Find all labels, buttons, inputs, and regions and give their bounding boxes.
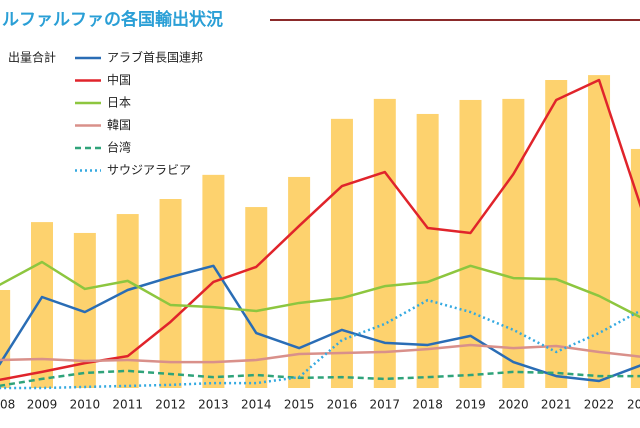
x-tick-label: 2014	[241, 398, 272, 412]
x-tick-label: 2012	[155, 398, 186, 412]
x-tick-label: 2020	[498, 398, 529, 412]
bar	[459, 99, 482, 388]
legend-label: 韓国	[107, 118, 131, 132]
bar	[245, 207, 268, 388]
x-tick-label: 2010	[70, 398, 101, 412]
bar	[630, 148, 640, 388]
bar	[116, 214, 139, 388]
x-tick-label: 2021	[541, 398, 572, 412]
bar	[73, 232, 96, 388]
x-tick-label: 2022	[584, 398, 615, 412]
legend-label: 中国	[107, 72, 131, 87]
line-series	[0, 298, 640, 390]
x-tick-label: 2018	[412, 398, 443, 412]
legend-label: 日本	[107, 96, 131, 110]
x-tick-label: 2015	[284, 398, 315, 412]
x-tick-label: 2017	[370, 398, 401, 412]
bar	[545, 80, 568, 388]
legend-label: アラブ首長国連邦	[107, 50, 203, 65]
x-tick-label: 20	[627, 398, 640, 412]
x-tick-label: 2011	[112, 398, 143, 412]
x-tick-label: 08	[0, 398, 15, 412]
line-series	[0, 343, 640, 364]
chart-title: ルファルファの各国輸出状況	[2, 9, 223, 30]
bar	[416, 113, 439, 388]
bar	[0, 290, 11, 388]
line-series	[0, 369, 640, 388]
bar	[502, 98, 525, 389]
x-tick-label: 2016	[327, 398, 358, 412]
bar	[31, 222, 53, 388]
bar	[330, 118, 353, 388]
legend-label: 出量合計	[8, 50, 56, 65]
line-series	[0, 260, 640, 319]
x-tick-label: 2009	[27, 398, 58, 412]
line-series	[0, 264, 640, 383]
x-tick-label: 2019	[455, 398, 486, 412]
bar	[159, 199, 182, 388]
bar	[588, 75, 611, 388]
bar	[373, 98, 396, 389]
legend-label: 台湾	[107, 140, 131, 155]
legend-label: サウジアラビア	[107, 163, 191, 177]
x-tick-label: 2013	[198, 398, 229, 412]
